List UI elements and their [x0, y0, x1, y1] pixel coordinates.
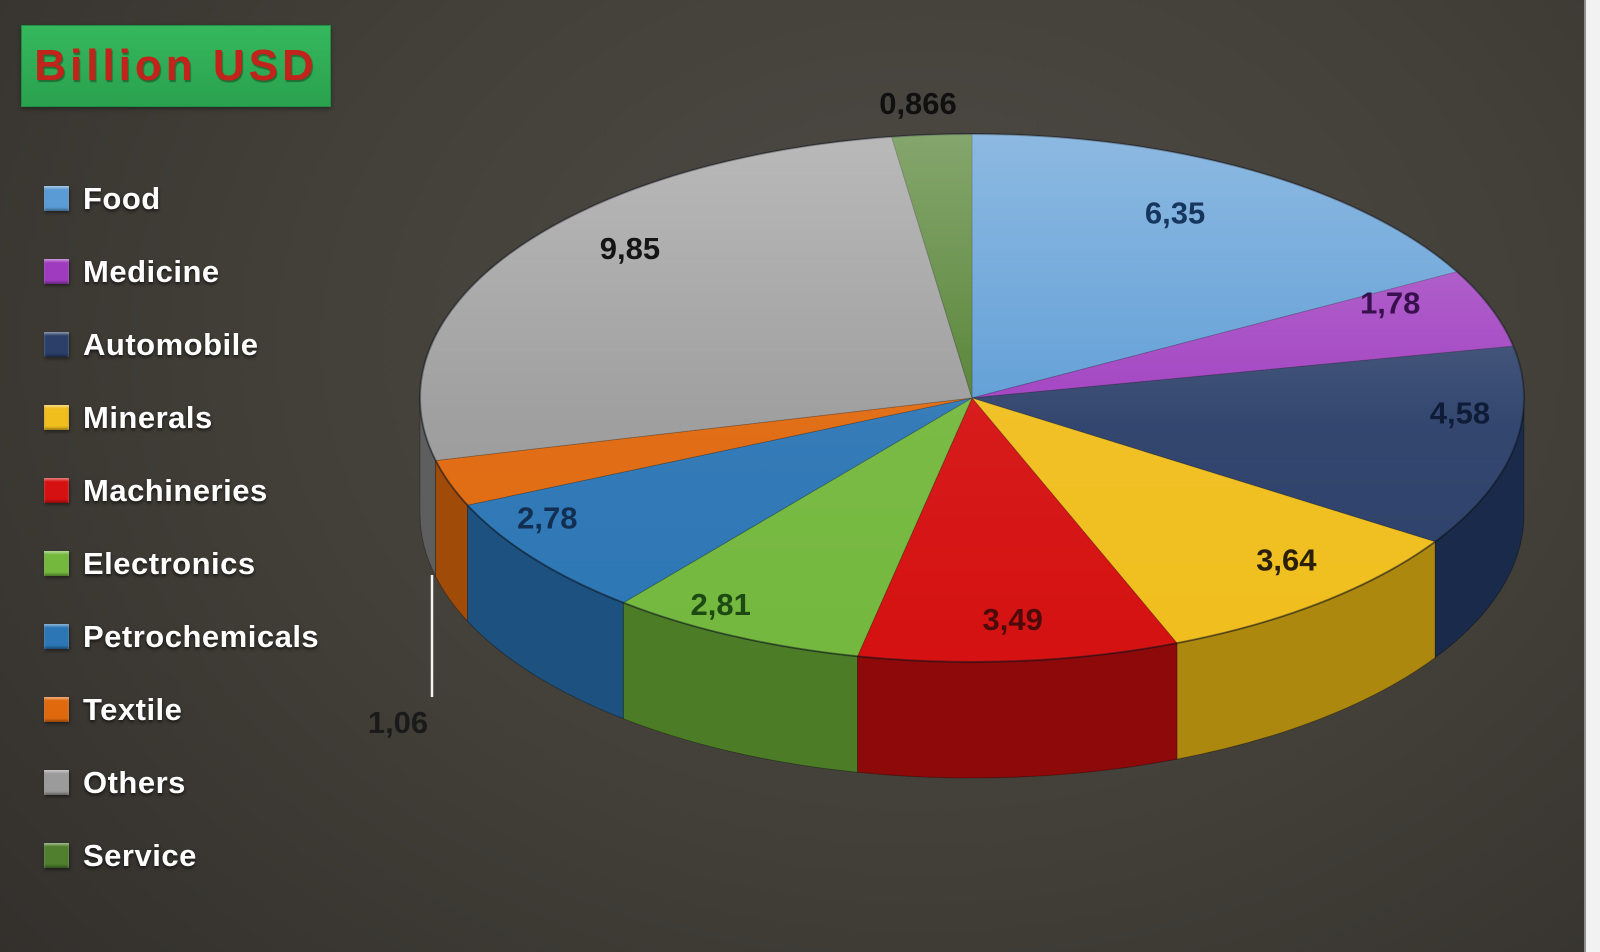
legend-item-machineries[interactable]: Machineries	[44, 454, 319, 527]
pie-slice-wall-machineries	[857, 642, 1178, 779]
pie-label-food: 6,35	[1145, 196, 1205, 231]
chart-legend: Food Medicine Automobile Minerals Machinerie…	[44, 162, 319, 892]
legend-swatch-textile	[44, 697, 69, 722]
legend-swatch-medicine	[44, 259, 69, 284]
pie-label-electronics: 2,81	[691, 587, 751, 622]
legend-swatch-others	[44, 770, 69, 795]
legend-swatch-petrochemicals	[44, 624, 69, 649]
pie-label-minerals: 3,64	[1256, 542, 1317, 577]
legend-swatch-machineries	[44, 478, 69, 503]
legend-swatch-automobile	[44, 332, 69, 357]
legend-item-medicine[interactable]: Medicine	[44, 235, 319, 308]
pie-label-service: 0,866	[879, 86, 957, 121]
legend-label-minerals: Minerals	[83, 399, 213, 435]
legend-label-petrochemicals: Petrochemicals	[83, 618, 320, 654]
legend-label-electronics: Electronics	[83, 545, 256, 581]
legend-swatch-electronics	[44, 551, 69, 576]
pie-label-medicine: 1,78	[1360, 286, 1420, 321]
legend-item-petrochemicals[interactable]: Petrochemicals	[44, 600, 319, 673]
legend-label-food: Food	[83, 180, 161, 216]
pie-label-others: 9,85	[600, 231, 660, 266]
legend-swatch-food	[44, 186, 69, 211]
chart-title: Billion USD	[34, 41, 318, 90]
legend-item-others[interactable]: Others	[44, 746, 319, 819]
pie-label-machineries: 3,49	[983, 602, 1043, 637]
legend-item-service[interactable]: Service	[44, 819, 319, 892]
legend-label-automobile: Automobile	[83, 326, 259, 362]
pie-label-automobile: 4,58	[1430, 396, 1490, 431]
legend-item-automobile[interactable]: Automobile	[44, 308, 319, 381]
legend-item-minerals[interactable]: Minerals	[44, 381, 319, 454]
legend-item-textile[interactable]: Textile	[44, 673, 319, 746]
pie-label-petrochemicals: 2,78	[517, 500, 577, 535]
legend-swatch-minerals	[44, 405, 69, 430]
legend-item-electronics[interactable]: Electronics	[44, 527, 319, 600]
legend-label-medicine: Medicine	[83, 253, 220, 289]
legend-item-food[interactable]: Food	[44, 162, 319, 235]
legend-label-machineries: Machineries	[83, 472, 268, 508]
legend-swatch-service	[44, 843, 69, 868]
right-page-margin	[1584, 0, 1600, 952]
chart-title-box: Billion USD	[21, 25, 331, 107]
legend-label-others: Others	[83, 764, 186, 800]
pie-label-textile: 1,06	[368, 705, 428, 740]
legend-label-service: Service	[83, 837, 197, 873]
legend-label-textile: Textile	[83, 691, 183, 727]
